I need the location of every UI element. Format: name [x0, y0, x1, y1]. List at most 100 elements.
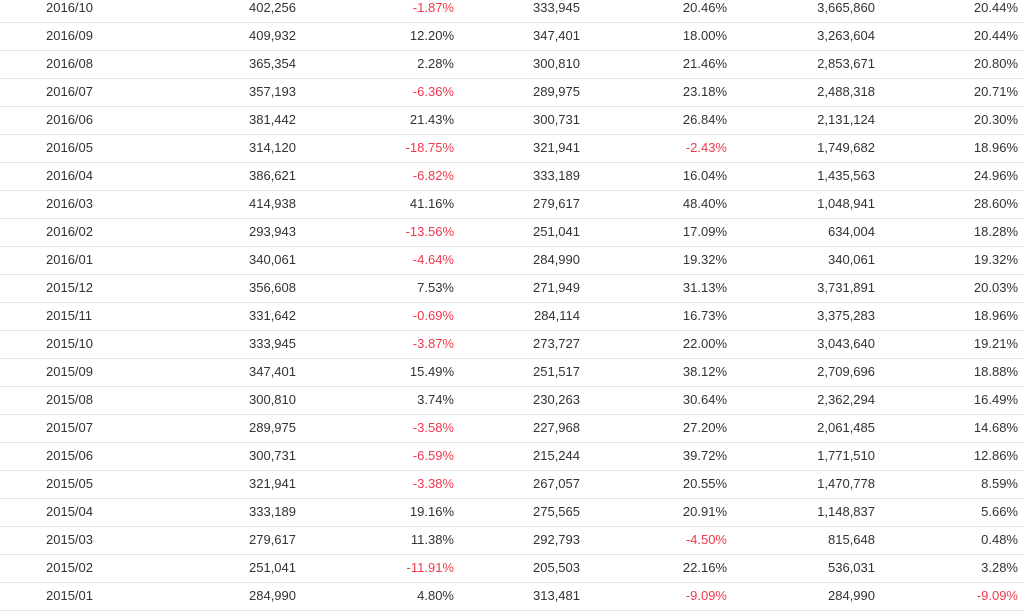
compare-value-cell: 333,189	[454, 162, 580, 191]
cumulative-change-cell: 19.32%	[875, 246, 1024, 275]
table-row: 2015/10 333,945 -3.87% 273,727 22.00% 3,043,6…	[0, 330, 1024, 359]
change-cell: 21.43%	[296, 106, 454, 135]
cumulative-cell: 1,048,941	[727, 190, 875, 219]
value-cell: 365,354	[170, 50, 296, 79]
month-cell: 2015/02	[0, 554, 170, 583]
compare-change-cell: 23.18%	[580, 78, 727, 107]
change-cell: -11.91%	[296, 554, 454, 583]
cumulative-change-cell: 5.66%	[875, 498, 1024, 527]
month-cell: 2016/09	[0, 22, 170, 51]
cumulative-cell: 2,061,485	[727, 414, 875, 443]
value-cell: 284,990	[170, 582, 296, 611]
compare-value-cell: 271,949	[454, 274, 580, 303]
month-cell: 2016/02	[0, 218, 170, 247]
cumulative-cell: 3,375,283	[727, 302, 875, 331]
change-cell: -1.87%	[296, 0, 454, 23]
change-cell: -4.64%	[296, 246, 454, 275]
change-cell: 15.49%	[296, 358, 454, 387]
cumulative-change-cell: -9.09%	[875, 582, 1024, 611]
compare-value-cell: 205,503	[454, 554, 580, 583]
cumulative-change-cell: 20.71%	[875, 78, 1024, 107]
cumulative-change-cell: 18.88%	[875, 358, 1024, 387]
value-cell: 279,617	[170, 526, 296, 555]
table-row: 2015/02 251,041 -11.91% 205,503 22.16% 536,03…	[0, 554, 1024, 583]
compare-change-cell: 20.91%	[580, 498, 727, 527]
month-cell: 2016/01	[0, 246, 170, 275]
change-cell: -6.36%	[296, 78, 454, 107]
table-row: 2016/08 365,354 2.28% 300,810 21.46% 2,853,67…	[0, 50, 1024, 79]
compare-change-cell: 16.73%	[580, 302, 727, 331]
compare-value-cell: 347,401	[454, 22, 580, 51]
cumulative-cell: 536,031	[727, 554, 875, 583]
compare-value-cell: 284,114	[454, 302, 580, 331]
compare-value-cell: 284,990	[454, 246, 580, 275]
change-cell: -3.38%	[296, 470, 454, 499]
table-row: 2015/12 356,608 7.53% 271,949 31.13% 3,731,89…	[0, 274, 1024, 303]
compare-change-cell: -9.09%	[580, 582, 727, 611]
cumulative-change-cell: 19.21%	[875, 330, 1024, 359]
month-cell: 2015/09	[0, 358, 170, 387]
compare-value-cell: 300,810	[454, 50, 580, 79]
compare-change-cell: 17.09%	[580, 218, 727, 247]
value-cell: 347,401	[170, 358, 296, 387]
table-row: 2016/09 409,932 12.20% 347,401 18.00% 3,263,6…	[0, 22, 1024, 51]
month-cell: 2015/08	[0, 386, 170, 415]
value-cell: 357,193	[170, 78, 296, 107]
value-cell: 300,810	[170, 386, 296, 415]
compare-change-cell: 21.46%	[580, 50, 727, 79]
compare-value-cell: 279,617	[454, 190, 580, 219]
month-cell: 2015/12	[0, 274, 170, 303]
change-cell: 4.80%	[296, 582, 454, 611]
cumulative-change-cell: 14.68%	[875, 414, 1024, 443]
compare-change-cell: 38.12%	[580, 358, 727, 387]
change-cell: 11.38%	[296, 526, 454, 555]
compare-value-cell: 275,565	[454, 498, 580, 527]
value-cell: 314,120	[170, 134, 296, 163]
cumulative-cell: 1,435,563	[727, 162, 875, 191]
table-row: 2015/07 289,975 -3.58% 227,968 27.20% 2,061,4…	[0, 414, 1024, 443]
month-cell: 2015/01	[0, 582, 170, 611]
table-row: 2016/04 386,621 -6.82% 333,189 16.04% 1,435,5…	[0, 162, 1024, 191]
compare-change-cell: 16.04%	[580, 162, 727, 191]
table-row: 2015/01 284,990 4.80% 313,481 -9.09% 284,990-…	[0, 582, 1024, 611]
cumulative-change-cell: 20.30%	[875, 106, 1024, 135]
cumulative-change-cell: 18.96%	[875, 302, 1024, 331]
month-cell: 2016/10	[0, 0, 170, 23]
cumulative-cell: 284,990	[727, 582, 875, 611]
table-row: 2015/11 331,642 -0.69% 284,114 16.73% 3,375,2…	[0, 302, 1024, 331]
change-cell: -18.75%	[296, 134, 454, 163]
month-cell: 2016/07	[0, 78, 170, 107]
compare-value-cell: 215,244	[454, 442, 580, 471]
compare-change-cell: 20.55%	[580, 470, 727, 499]
compare-value-cell: 267,057	[454, 470, 580, 499]
change-cell: -3.87%	[296, 330, 454, 359]
change-cell: 3.74%	[296, 386, 454, 415]
change-cell: -13.56%	[296, 218, 454, 247]
table-row: 2016/05 314,120 -18.75% 321,941 -2.43% 1,749,…	[0, 134, 1024, 163]
month-cell: 2015/10	[0, 330, 170, 359]
cumulative-cell: 340,061	[727, 246, 875, 275]
compare-value-cell: 292,793	[454, 526, 580, 555]
cumulative-change-cell: 16.49%	[875, 386, 1024, 415]
cumulative-change-cell: 20.80%	[875, 50, 1024, 79]
table-row: 2015/09 347,401 15.49% 251,517 38.12% 2,709,6…	[0, 358, 1024, 387]
month-cell: 2016/03	[0, 190, 170, 219]
compare-change-cell: 22.16%	[580, 554, 727, 583]
cumulative-cell: 1,749,682	[727, 134, 875, 163]
compare-change-cell: 27.20%	[580, 414, 727, 443]
change-cell: 19.16%	[296, 498, 454, 527]
compare-value-cell: 313,481	[454, 582, 580, 611]
compare-change-cell: 39.72%	[580, 442, 727, 471]
cumulative-change-cell: 8.59%	[875, 470, 1024, 499]
value-cell: 331,642	[170, 302, 296, 331]
cumulative-cell: 1,771,510	[727, 442, 875, 471]
value-cell: 340,061	[170, 246, 296, 275]
compare-value-cell: 230,263	[454, 386, 580, 415]
value-cell: 381,442	[170, 106, 296, 135]
cumulative-cell: 634,004	[727, 218, 875, 247]
month-cell: 2016/05	[0, 134, 170, 163]
compare-change-cell: 30.64%	[580, 386, 727, 415]
cumulative-cell: 2,853,671	[727, 50, 875, 79]
